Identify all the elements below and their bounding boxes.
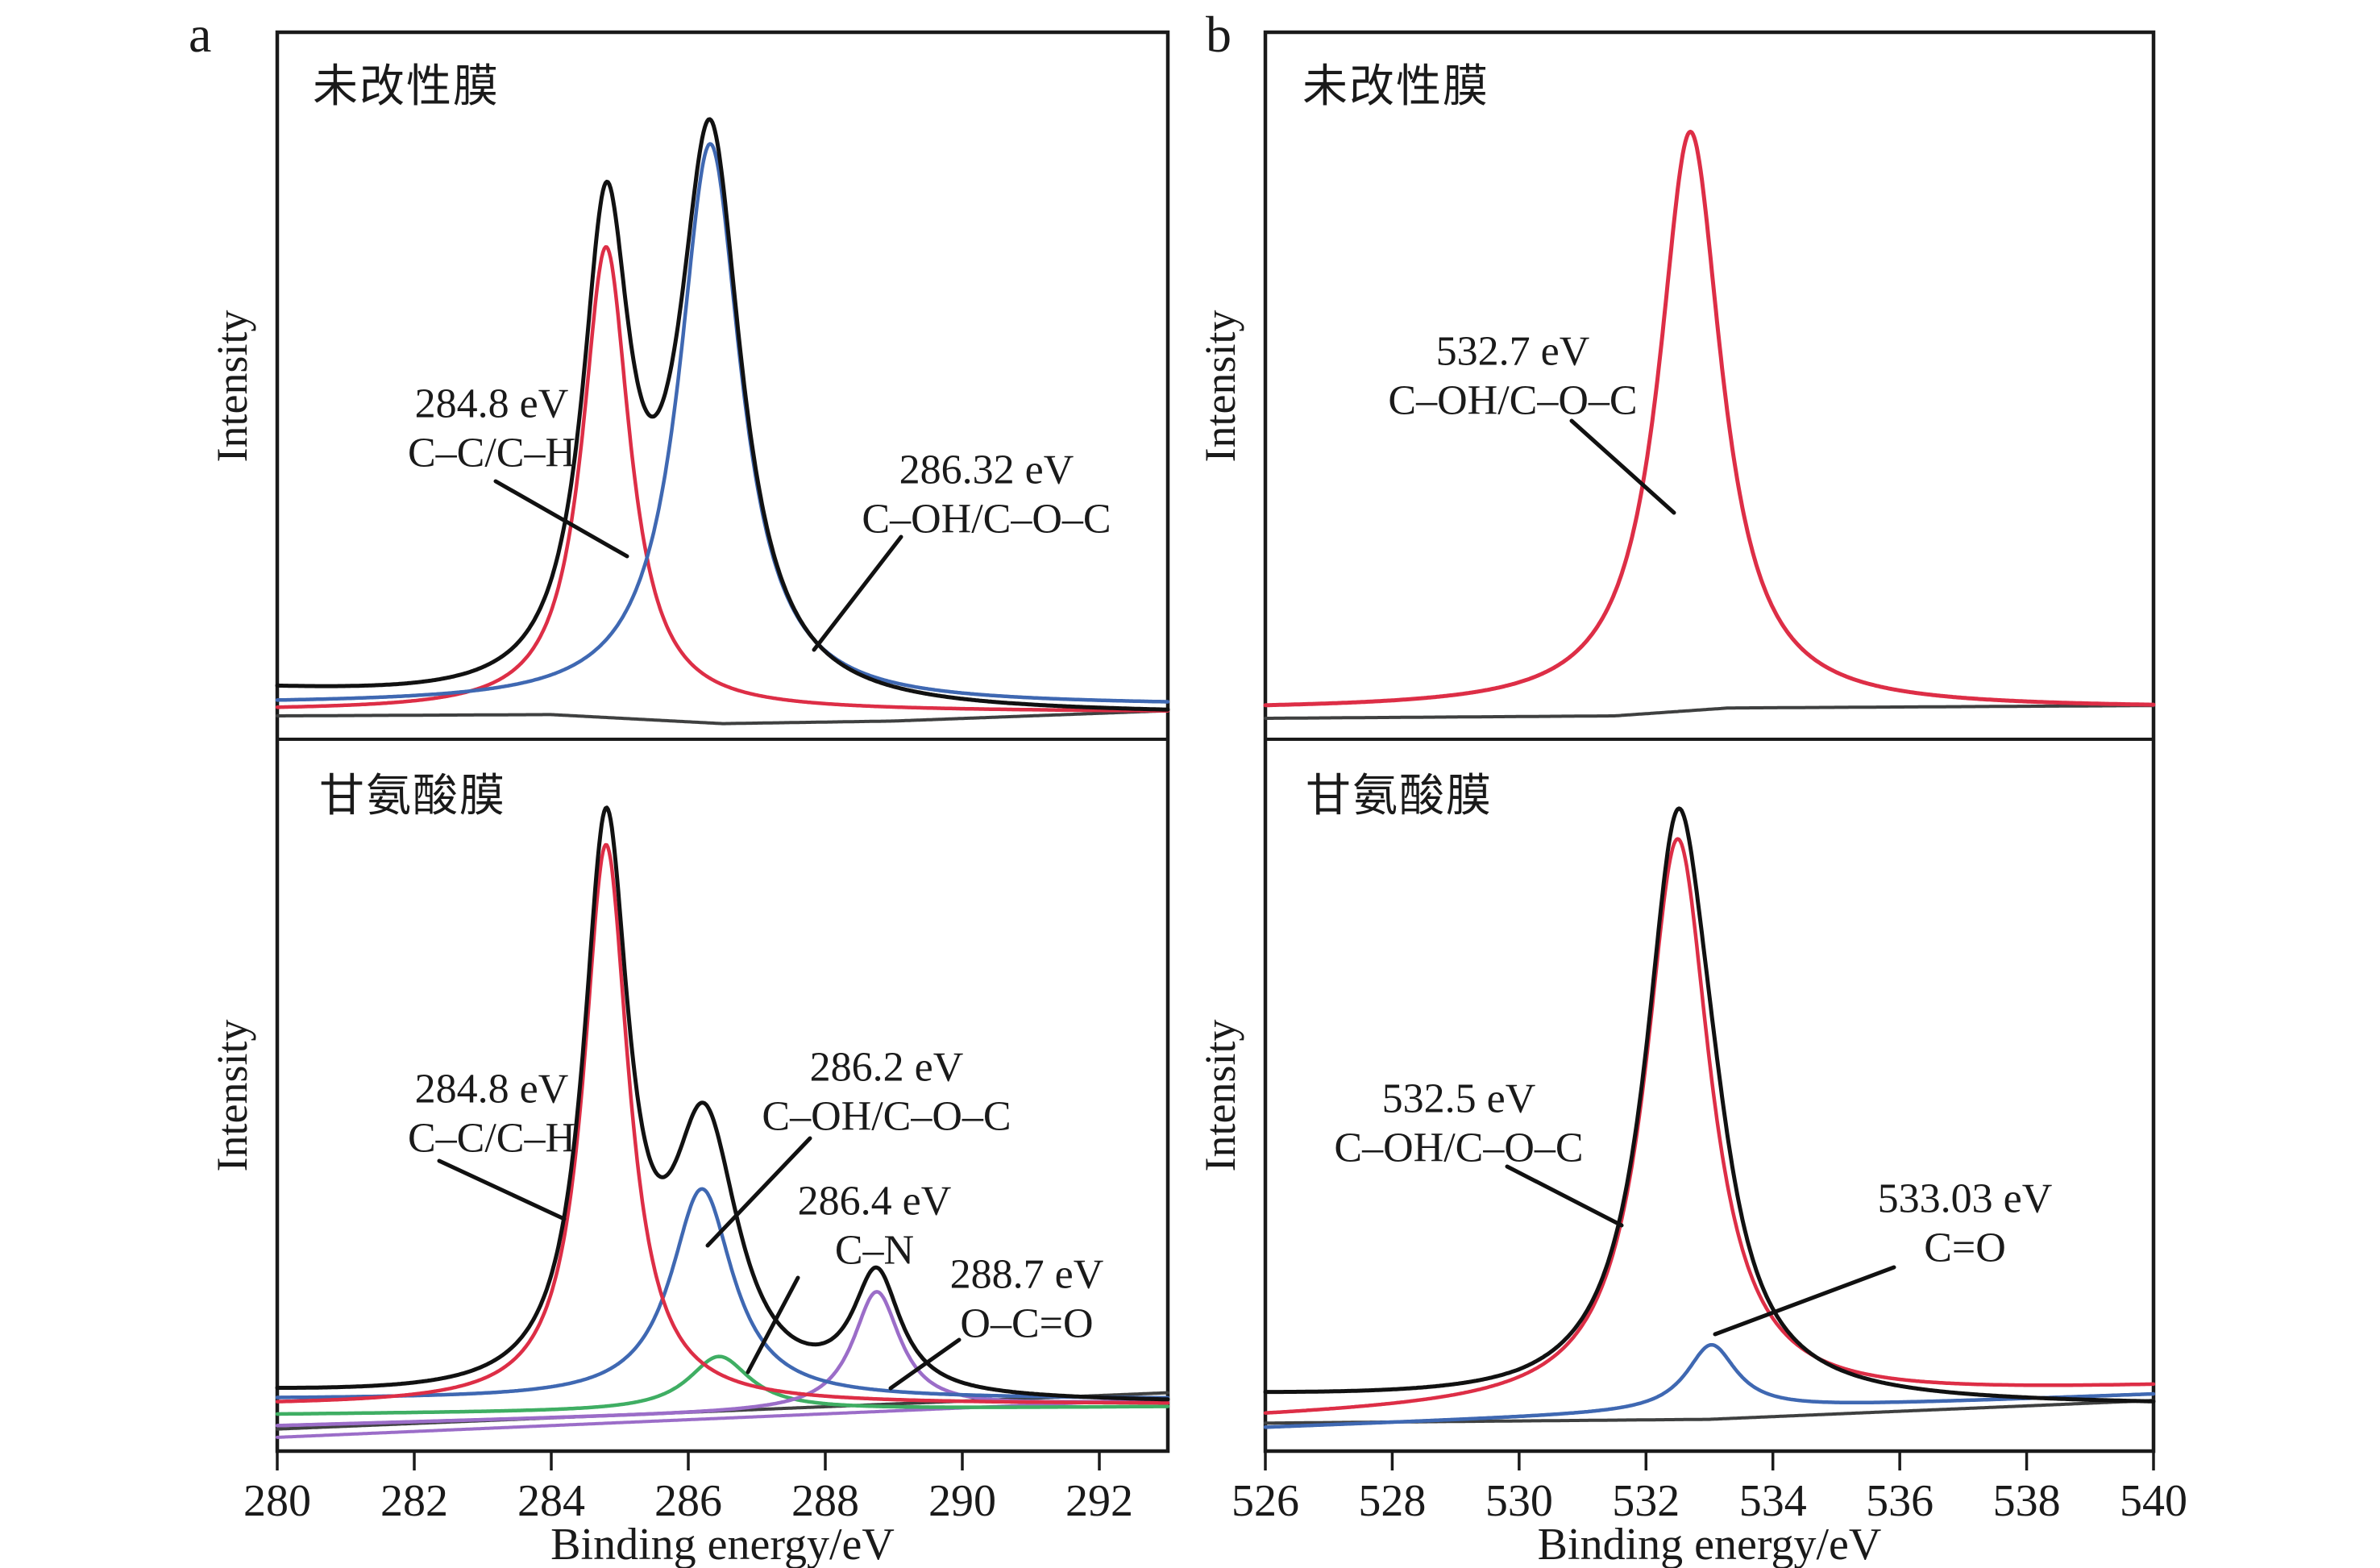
x-tick-label: 530: [1485, 1476, 1553, 1526]
peak-annotation-line: 284.8 eV: [414, 381, 569, 427]
x-tick-label: 286: [654, 1476, 722, 1526]
peak-annotation-line: C=O: [1924, 1225, 2006, 1271]
spectrum-curve-shirley-background: [1264, 704, 2155, 720]
y-axis-title: Intensity: [208, 310, 256, 462]
spectrum-curve-C-OH/C-O-C-component: [1263, 837, 2156, 1415]
peak-annotation-line: 286.32 eV: [899, 447, 1074, 493]
peak-annotation-line: 532.5 eV: [1381, 1075, 1536, 1122]
annotation-leader-line: [888, 1337, 962, 1391]
annotation-leader-line: [705, 1136, 812, 1248]
peak-annotation: 532.7 eV C–OH/C–O–C: [1388, 327, 1637, 426]
x-tick-label: 526: [1232, 1476, 1299, 1526]
peak-annotation-line: 533.03 eV: [1877, 1175, 2053, 1222]
annotation-leader-line: [437, 1158, 567, 1221]
x-tick-label: 280: [243, 1476, 311, 1526]
subpanel-title: 甘氨酸膜: [319, 772, 506, 821]
peak-annotation-line: O–C=O: [960, 1301, 1094, 1347]
peak-annotation-line: 288.7 eV: [949, 1251, 1104, 1298]
peak-annotation-line: 532.7 eV: [1435, 328, 1590, 375]
peak-annotation: 286.32 eV C–OH/C–O–C: [862, 446, 1111, 545]
x-axis-title: Binding energy/eV: [1537, 1520, 1882, 1568]
x-tick-label: 538: [1992, 1476, 2061, 1526]
subpanel-title: 未改性膜: [313, 62, 500, 112]
panel-b-border: [1263, 30, 2156, 1454]
peak-annotation: 284.8 eV C–C/C–H: [408, 1065, 575, 1164]
peak-annotation-line: 286.2 eV: [809, 1044, 964, 1091]
peak-annotation: 286.4 eV C–N: [798, 1177, 952, 1276]
y-axis-title: Intensity: [1196, 310, 1244, 462]
x-tick-label: 290: [928, 1476, 996, 1526]
x-tick-label: 528: [1358, 1476, 1427, 1526]
x-tick-label: 534: [1738, 1476, 1807, 1526]
y-axis-title: Intensity: [208, 1019, 256, 1171]
spectrum-curve-C-C/C-H-component: [275, 842, 1170, 1405]
x-tick-label: 532: [1612, 1476, 1680, 1526]
spectrum-curve-envelope: [275, 805, 1170, 1402]
peak-annotation: 284.8 eV C–C/C–H: [408, 380, 575, 479]
spectrum-curve-background-2: [276, 1397, 1169, 1439]
x-tick-label: 292: [1065, 1476, 1133, 1526]
x-tick-label: 282: [380, 1476, 448, 1526]
x-tick-label: 288: [791, 1476, 859, 1526]
subpanel-title: 甘氨酸膜: [1306, 772, 1493, 821]
peak-annotation: 532.5 eV C–OH/C–O–C: [1334, 1075, 1583, 1174]
peak-annotation-line: C–N: [834, 1228, 915, 1274]
spectrum-curve-envelope: [275, 117, 1170, 712]
annotation-leader-line: [1713, 1265, 1896, 1337]
annotation-leader-line: [812, 534, 903, 652]
annotation-leader-line: [746, 1275, 800, 1375]
x-tick-label: 284: [517, 1476, 585, 1526]
x-tick-label: 536: [1866, 1476, 1934, 1526]
peak-annotation-line: C–OH/C–O–C: [762, 1094, 1011, 1140]
spectrum-curve-envelope: [1263, 806, 2156, 1404]
spectrum-curve-C-N-component: [275, 1354, 1170, 1416]
spectrum-curve-C-OH/C-O-C-component: [1263, 129, 2156, 708]
annotation-leader-line: [1569, 418, 1676, 515]
spectrum-curve-C-OH/C-O-C-component: [275, 1187, 1170, 1400]
peak-annotation: 288.7 eV O–C=O: [950, 1250, 1104, 1350]
peak-annotation-line: C–C/C–H: [407, 1116, 576, 1162]
peak-annotation-line: 284.8 eV: [414, 1066, 569, 1113]
y-axis-title: Intensity: [1196, 1019, 1244, 1171]
peak-annotation: 286.2 eV C–OH/C–O–C: [762, 1043, 1011, 1142]
peak-annotation: 533.03 eV C=O: [1878, 1175, 2053, 1274]
spectrum-curve-C=O-component: [1263, 1342, 2156, 1429]
annotation-leader-line: [493, 479, 629, 559]
subpanel-title: 未改性膜: [1302, 62, 1489, 112]
peak-annotation-line: C–OH/C–O–C: [1334, 1125, 1584, 1171]
annotation-leader-line: [1505, 1164, 1624, 1228]
x-tick-label: 540: [2120, 1476, 2187, 1526]
panel-a-letter: a: [189, 6, 212, 63]
spectrum-curve-C-OH/C-O-C-component: [275, 142, 1170, 704]
spectrum-curve-C-C/C-H-component: [275, 245, 1170, 713]
panel-b-letter: b: [1206, 6, 1232, 63]
x-axis-title: Binding energy/eV: [550, 1520, 895, 1568]
peak-annotation-line: 286.4 eV: [797, 1178, 952, 1225]
peak-annotation-line: C–OH/C–O–C: [862, 497, 1111, 543]
peak-annotation-line: C–C/C–H: [407, 430, 576, 476]
spectrum-curve-shirley-background: [276, 709, 1169, 726]
peak-annotation-line: C–OH/C–O–C: [1388, 378, 1638, 424]
panel-a-border: [275, 30, 1170, 1454]
